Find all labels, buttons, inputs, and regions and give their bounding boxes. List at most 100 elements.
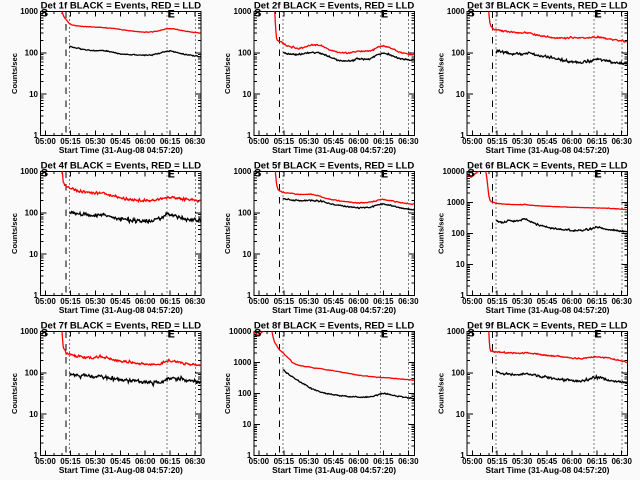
svg-text:10: 10	[242, 420, 251, 429]
svg-text:E: E	[594, 169, 601, 181]
svg-text:Start Time (31-Aug-08 04:57:20: Start Time (31-Aug-08 04:57:20)	[59, 465, 183, 475]
svg-text:1000: 1000	[20, 327, 38, 336]
svg-text:100: 100	[25, 209, 39, 218]
svg-text:S: S	[41, 328, 48, 340]
svg-text:Det 5f BLACK = Events, RED = L: Det 5f BLACK = Events, RED = LLD	[254, 161, 415, 172]
svg-text:Det 9f BLACK = Events, RED = L: Det 9f BLACK = Events, RED = LLD	[467, 321, 628, 332]
svg-text:05:30: 05:30	[85, 457, 106, 466]
svg-text:1000: 1000	[447, 198, 465, 207]
svg-text:06:30: 06:30	[611, 137, 632, 146]
svg-text:05:00: 05:00	[35, 137, 56, 146]
svg-text:05:15: 05:15	[274, 457, 295, 466]
svg-text:10: 10	[456, 260, 465, 269]
svg-text:S: S	[467, 328, 474, 340]
svg-text:06:15: 06:15	[587, 457, 608, 466]
svg-text:06:15: 06:15	[373, 297, 394, 306]
svg-text:100: 100	[238, 49, 252, 58]
svg-text:1000: 1000	[447, 7, 465, 16]
svg-text:05:45: 05:45	[110, 137, 131, 146]
svg-text:1: 1	[460, 291, 465, 300]
svg-text:05:00: 05:00	[35, 457, 56, 466]
svg-text:05:45: 05:45	[323, 457, 344, 466]
svg-text:05:45: 05:45	[110, 297, 131, 306]
svg-text:Counts/sec: Counts/sec	[223, 213, 232, 254]
svg-text:Det 3f BLACK = Events, RED = L: Det 3f BLACK = Events, RED = LLD	[467, 1, 628, 12]
svg-text:05:45: 05:45	[537, 457, 558, 466]
svg-text:E: E	[168, 329, 175, 341]
svg-text:06:30: 06:30	[611, 297, 632, 306]
svg-text:E: E	[381, 329, 388, 341]
svg-text:05:15: 05:15	[487, 457, 508, 466]
svg-text:Det 1f BLACK = Events, RED = L: Det 1f BLACK = Events, RED = LLD	[41, 1, 202, 12]
svg-text:1000: 1000	[20, 7, 38, 16]
svg-text:1000: 1000	[234, 167, 252, 176]
svg-text:06:00: 06:00	[562, 137, 583, 146]
svg-text:Counts/sec: Counts/sec	[437, 213, 446, 254]
svg-text:100: 100	[238, 209, 252, 218]
svg-text:Counts/sec: Counts/sec	[223, 53, 232, 94]
svg-text:05:30: 05:30	[512, 137, 533, 146]
svg-text:Det 8f BLACK = Events, RED = L: Det 8f BLACK = Events, RED = LLD	[254, 321, 415, 332]
svg-text:06:30: 06:30	[398, 137, 419, 146]
svg-text:05:15: 05:15	[60, 297, 81, 306]
svg-text:S: S	[41, 168, 48, 180]
svg-text:06:15: 06:15	[587, 297, 608, 306]
svg-text:05:15: 05:15	[487, 297, 508, 306]
svg-text:1: 1	[34, 451, 39, 460]
svg-text:06:30: 06:30	[398, 297, 419, 306]
svg-text:Counts/sec: Counts/sec	[223, 373, 232, 414]
svg-text:1: 1	[460, 451, 465, 460]
svg-text:06:15: 06:15	[160, 297, 181, 306]
svg-text:Start Time (31-Aug-08 04:57:20: Start Time (31-Aug-08 04:57:20)	[272, 465, 396, 475]
svg-text:05:15: 05:15	[60, 457, 81, 466]
svg-text:05:45: 05:45	[537, 137, 558, 146]
svg-text:06:15: 06:15	[160, 457, 181, 466]
svg-text:E: E	[381, 9, 388, 21]
svg-text:06:30: 06:30	[185, 457, 206, 466]
svg-text:Det 2f BLACK = Events, RED = L: Det 2f BLACK = Events, RED = LLD	[254, 1, 415, 12]
svg-text:06:00: 06:00	[135, 457, 156, 466]
svg-text:06:00: 06:00	[562, 457, 583, 466]
svg-text:1: 1	[34, 291, 39, 300]
svg-text:05:30: 05:30	[85, 137, 106, 146]
svg-text:Start Time (31-Aug-08 04:57:20: Start Time (31-Aug-08 04:57:20)	[485, 305, 609, 315]
svg-text:06:00: 06:00	[135, 297, 156, 306]
svg-text:Counts/sec: Counts/sec	[10, 53, 19, 94]
svg-text:06:30: 06:30	[611, 457, 632, 466]
svg-text:05:30: 05:30	[298, 137, 319, 146]
svg-text:05:00: 05:00	[249, 297, 270, 306]
svg-text:S: S	[254, 168, 261, 180]
svg-text:100: 100	[238, 389, 252, 398]
svg-text:06:00: 06:00	[135, 137, 156, 146]
svg-text:S: S	[254, 8, 261, 20]
svg-text:1000: 1000	[234, 7, 252, 16]
svg-text:1000: 1000	[20, 167, 38, 176]
svg-text:05:45: 05:45	[323, 137, 344, 146]
svg-text:05:15: 05:15	[60, 137, 81, 146]
svg-text:05:15: 05:15	[274, 137, 295, 146]
svg-text:Start Time (31-Aug-08 04:57:20: Start Time (31-Aug-08 04:57:20)	[485, 145, 609, 155]
svg-text:10: 10	[456, 90, 465, 99]
svg-text:Counts/sec: Counts/sec	[437, 53, 446, 94]
svg-text:100: 100	[451, 369, 465, 378]
svg-text:1000: 1000	[234, 358, 252, 367]
svg-text:10: 10	[456, 410, 465, 419]
svg-text:E: E	[168, 169, 175, 181]
svg-text:06:30: 06:30	[185, 137, 206, 146]
svg-text:1: 1	[247, 291, 252, 300]
svg-text:1: 1	[247, 451, 252, 460]
svg-text:100: 100	[25, 369, 39, 378]
svg-text:E: E	[594, 329, 601, 341]
svg-text:05:15: 05:15	[274, 297, 295, 306]
svg-text:06:30: 06:30	[185, 297, 206, 306]
svg-text:06:30: 06:30	[398, 457, 419, 466]
svg-text:E: E	[168, 9, 175, 21]
svg-text:Counts/sec: Counts/sec	[437, 373, 446, 414]
svg-text:05:30: 05:30	[512, 297, 533, 306]
svg-text:05:45: 05:45	[110, 457, 131, 466]
svg-text:05:30: 05:30	[512, 457, 533, 466]
svg-text:1: 1	[34, 131, 39, 140]
svg-text:05:45: 05:45	[537, 297, 558, 306]
svg-text:06:00: 06:00	[348, 137, 369, 146]
svg-text:100: 100	[25, 49, 39, 58]
